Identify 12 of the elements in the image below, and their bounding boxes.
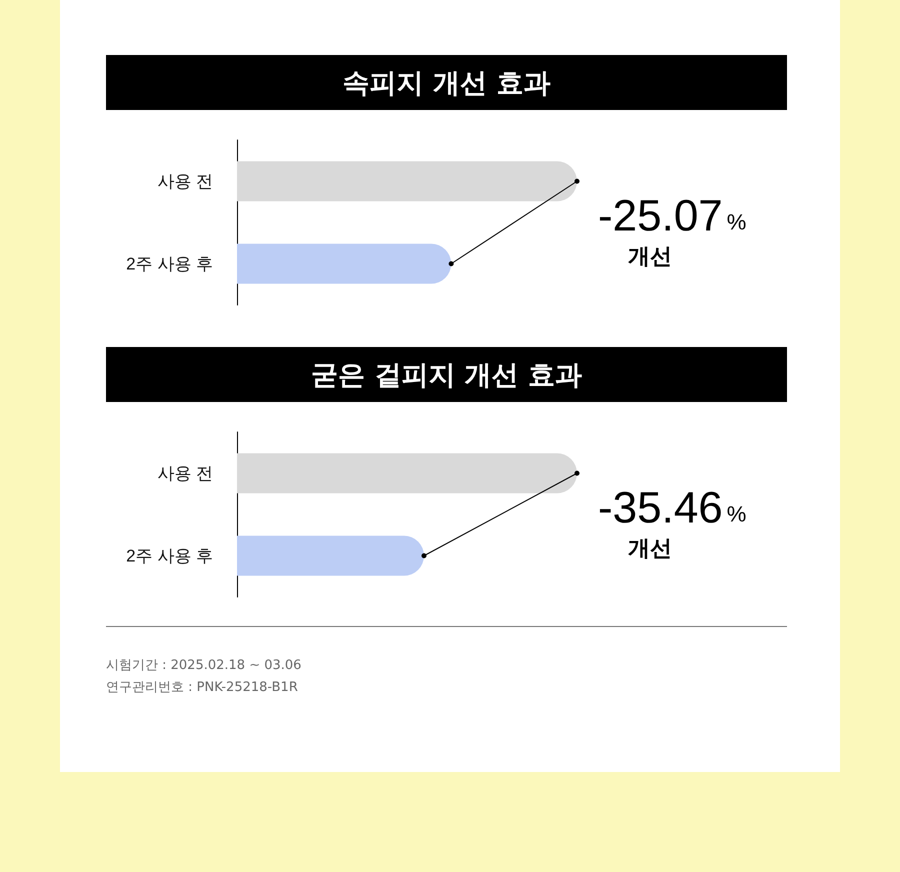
text: -25.07% — [598, 192, 746, 240]
chart-title: 굳은 겉피지 개선 효과 — [106, 347, 787, 402]
text: 시험기간 : 2025.02.18 ~ 03.06 — [106, 657, 302, 675]
text: 개선 — [628, 244, 672, 268]
y-tick-label: 2주 사용 후 — [126, 546, 213, 566]
chart-title: 속피지 개선 효과 — [106, 55, 787, 110]
text: 연구관리번호 : PNK-25218-B1R — [106, 679, 299, 697]
y-tick-label: 2주 사용 후 — [126, 254, 213, 274]
y-tick-label: 사용 전 — [157, 464, 213, 483]
text: 개선 — [628, 536, 672, 560]
text: -35.46% — [598, 484, 746, 532]
y-tick-label: 사용 전 — [157, 172, 213, 191]
